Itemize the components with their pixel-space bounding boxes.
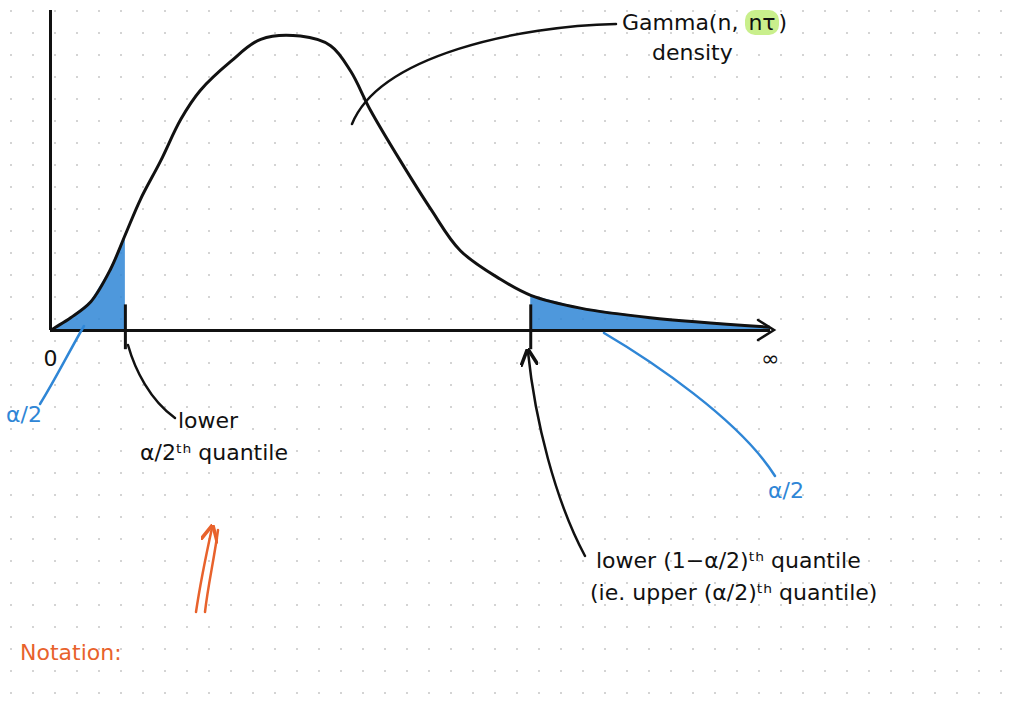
html-text:lower: lower — [178, 408, 239, 433]
html-text:(ie. upper (α/2)ᵗʰ quantile): (ie. upper (α/2)ᵗʰ quantile) — [590, 580, 878, 605]
html-text:density: density — [652, 40, 733, 65]
html-text:Notation:: Notation: — [20, 640, 122, 665]
html-text:α/2: α/2 — [768, 478, 804, 503]
html-text:Gamma(n, nτ): Gamma(n, nτ) — [622, 10, 788, 35]
svg-text:0: 0 — [44, 346, 58, 371]
html-text:α/2ᵗʰ quantile: α/2ᵗʰ quantile — [140, 440, 288, 465]
html-text:α/2: α/2 — [6, 402, 42, 427]
html-text:lower (1−α/2)ᵗʰ quantile: lower (1−α/2)ᵗʰ quantile — [596, 548, 861, 573]
svg-text:∞: ∞ — [761, 346, 779, 371]
